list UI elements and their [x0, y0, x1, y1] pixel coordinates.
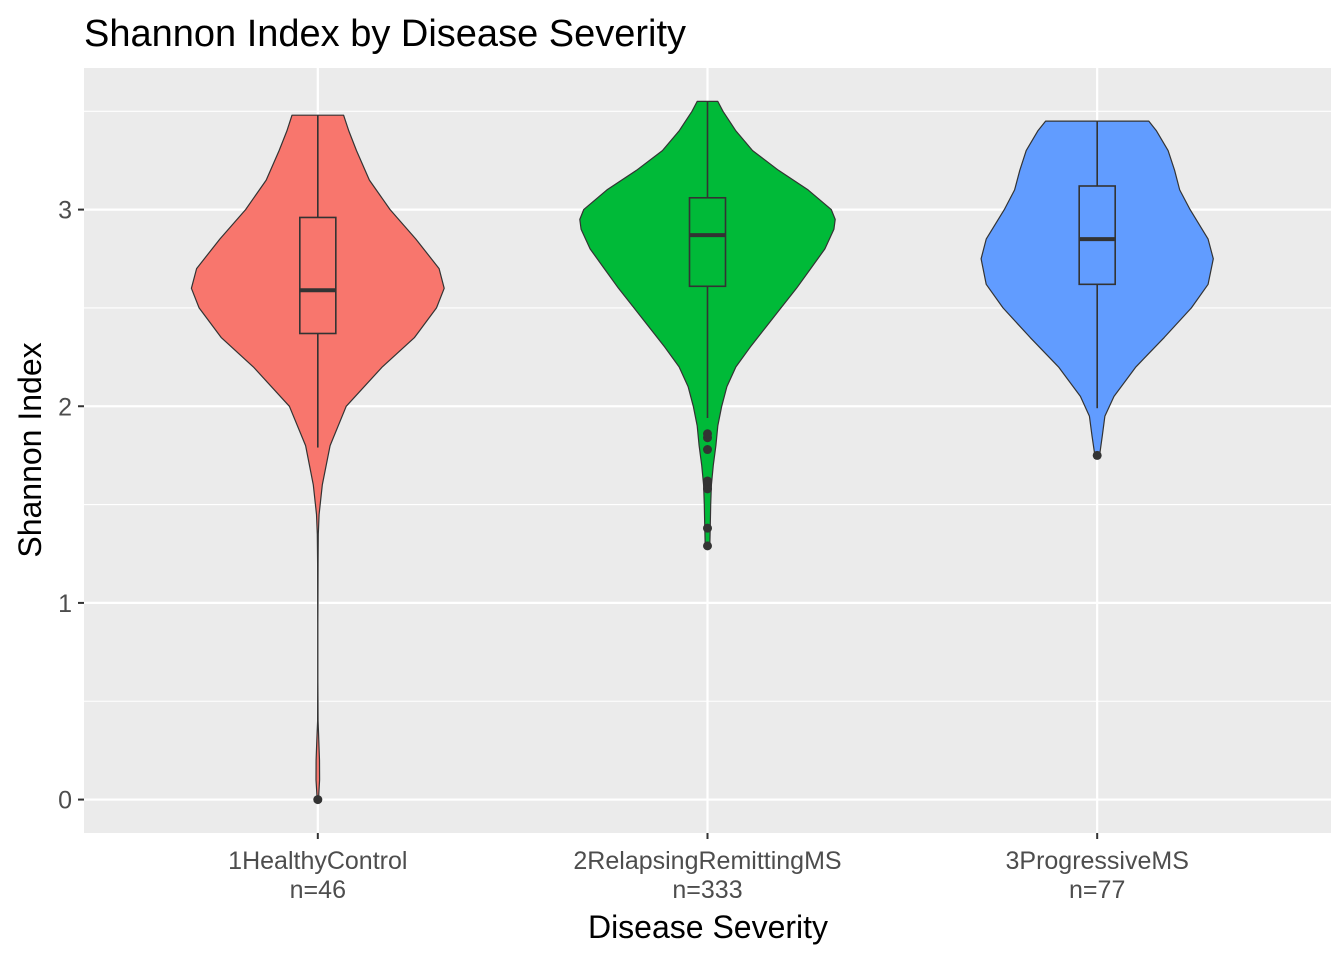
iqr-box	[1078, 185, 1116, 286]
sample-size-label: n=46	[290, 876, 346, 904]
x-tick-label: 1HealthyControl	[228, 847, 407, 875]
outlier-point	[313, 795, 323, 805]
outlier-point	[703, 541, 712, 551]
y-tick-label: 1	[58, 590, 72, 618]
y-axis-title: Shannon Index	[12, 342, 48, 557]
outlier-point	[703, 476, 712, 486]
outlier-point	[703, 523, 712, 533]
outlier-point	[703, 445, 712, 455]
violin-shape	[190, 114, 445, 801]
sample-size-label: n=77	[1069, 876, 1125, 904]
chart-title: Shannon Index by Disease Severity	[84, 13, 686, 55]
sample-size-label: n=333	[672, 876, 742, 904]
y-tick-label: 2	[58, 393, 72, 421]
violins	[190, 100, 1214, 805]
x-tick-label: 3ProgressiveMS	[1005, 847, 1188, 875]
violin-group	[190, 114, 445, 805]
iqr-box	[299, 216, 337, 335]
violin-group	[579, 100, 836, 551]
outlier-point	[703, 429, 712, 439]
y-axis: 0 1 2 3	[58, 197, 84, 815]
violin-group	[980, 120, 1214, 460]
x-tick-label: 2RelapsingRemittingMS	[573, 847, 841, 875]
iqr-box	[688, 196, 727, 288]
y-tick-label: 3	[58, 197, 72, 225]
outlier-point	[1092, 450, 1102, 460]
x-axis-title: Disease Severity	[588, 909, 828, 945]
y-tick-label: 0	[58, 787, 72, 815]
